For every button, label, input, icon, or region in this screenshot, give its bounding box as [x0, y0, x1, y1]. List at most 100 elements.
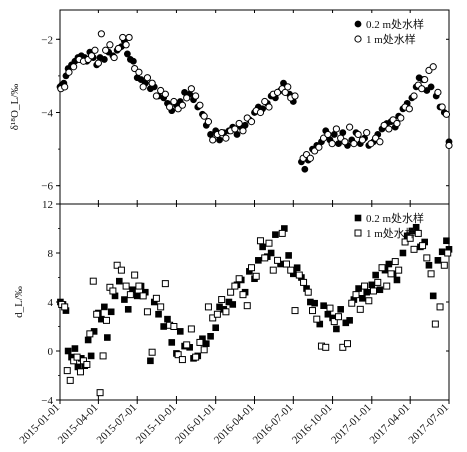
data-point [278, 229, 286, 237]
data-point [100, 56, 108, 63]
data-point [157, 303, 165, 311]
data-point [94, 59, 102, 67]
data-point [370, 287, 378, 295]
data-point [315, 143, 323, 151]
data-point [200, 346, 208, 354]
data-point [267, 249, 275, 257]
data-point [261, 97, 269, 106]
x-tick-label: 2016-04-01 [212, 402, 257, 447]
data-point [443, 237, 450, 245]
legend-label: 1 m处水样 [366, 226, 416, 240]
data-point [324, 130, 332, 139]
data-point [376, 138, 384, 146]
legend-marker [354, 214, 362, 222]
data-point [269, 266, 277, 274]
data-point [178, 356, 186, 364]
data-point [207, 332, 214, 340]
data-point [300, 278, 308, 286]
data-point [291, 92, 299, 100]
data-point [348, 299, 356, 307]
data-point [358, 136, 367, 144]
data-point [401, 238, 409, 246]
data-point [399, 249, 407, 257]
data-point [363, 288, 370, 296]
data-point [139, 292, 147, 300]
data-point [256, 108, 265, 117]
panel-bottom: −4 0 4 8 12 d_L/‰ 2015-01-012015-04-012015-07-… [13, 199, 453, 447]
data-point [341, 138, 349, 146]
data-point [385, 260, 393, 268]
data-point [135, 68, 143, 76]
data-point [196, 101, 204, 109]
legend-label: 0.2 m处水样 [366, 211, 424, 225]
data-point [363, 129, 371, 137]
x-tick-label: 2015-07-01 [95, 402, 140, 447]
data-point [115, 277, 123, 285]
data-point [427, 83, 435, 91]
data-point [71, 345, 79, 352]
data-point [218, 296, 226, 304]
data-point [445, 141, 453, 150]
data-point [343, 340, 351, 348]
data-point [209, 314, 217, 322]
data-point [376, 286, 384, 294]
data-point [204, 303, 212, 311]
data-point [235, 119, 243, 128]
data-point [346, 317, 353, 324]
data-point [192, 353, 200, 361]
data-point [87, 352, 95, 360]
data-point [440, 261, 448, 269]
y-tick-label: 12 [42, 199, 53, 211]
data-point [361, 282, 369, 290]
data-point [284, 83, 292, 91]
data-point [431, 320, 439, 328]
data-point [333, 325, 340, 333]
data-point [61, 83, 69, 91]
data-point [86, 330, 94, 338]
data-point [438, 103, 446, 111]
data-point [355, 285, 362, 292]
data-point [102, 316, 110, 324]
data-point [419, 242, 427, 250]
legend-label: 1 m处水样 [366, 32, 416, 46]
data-point [209, 136, 217, 144]
data-point [125, 33, 133, 42]
data-point [164, 315, 171, 323]
data-point [414, 229, 422, 237]
data-point [161, 90, 169, 98]
data-point [101, 303, 108, 311]
data-point [239, 127, 247, 135]
data-point [231, 282, 239, 290]
series-2 [57, 30, 453, 162]
data-point [104, 334, 111, 341]
data-point [65, 68, 73, 76]
data-point [247, 118, 256, 126]
data-point [187, 325, 195, 333]
data-point [352, 291, 360, 299]
data-point [131, 271, 139, 279]
data-point [96, 389, 104, 397]
data-point [183, 341, 191, 349]
data-point [170, 323, 178, 330]
data-point [155, 310, 162, 318]
legend-marker [354, 20, 362, 28]
data-point [84, 336, 92, 344]
data-point [365, 297, 373, 305]
data-point [356, 305, 364, 313]
data-point [434, 257, 442, 264]
data-point [265, 239, 273, 247]
y-axis-label-bottom: d_L/‰ [13, 286, 25, 318]
y-tick-label: −4 [41, 107, 53, 119]
x-tick-label: 2016-07-01 [251, 402, 296, 447]
data-point [102, 46, 110, 54]
y-tick-label: 4 [48, 297, 54, 309]
data-point [143, 308, 151, 316]
data-point [204, 118, 213, 126]
data-point [293, 264, 301, 272]
data-point [213, 310, 221, 318]
data-point [174, 351, 182, 359]
data-point [161, 280, 169, 288]
data-point [70, 63, 78, 71]
x-tick-label: 2017-01-01 [329, 402, 374, 447]
data-point [287, 266, 295, 274]
